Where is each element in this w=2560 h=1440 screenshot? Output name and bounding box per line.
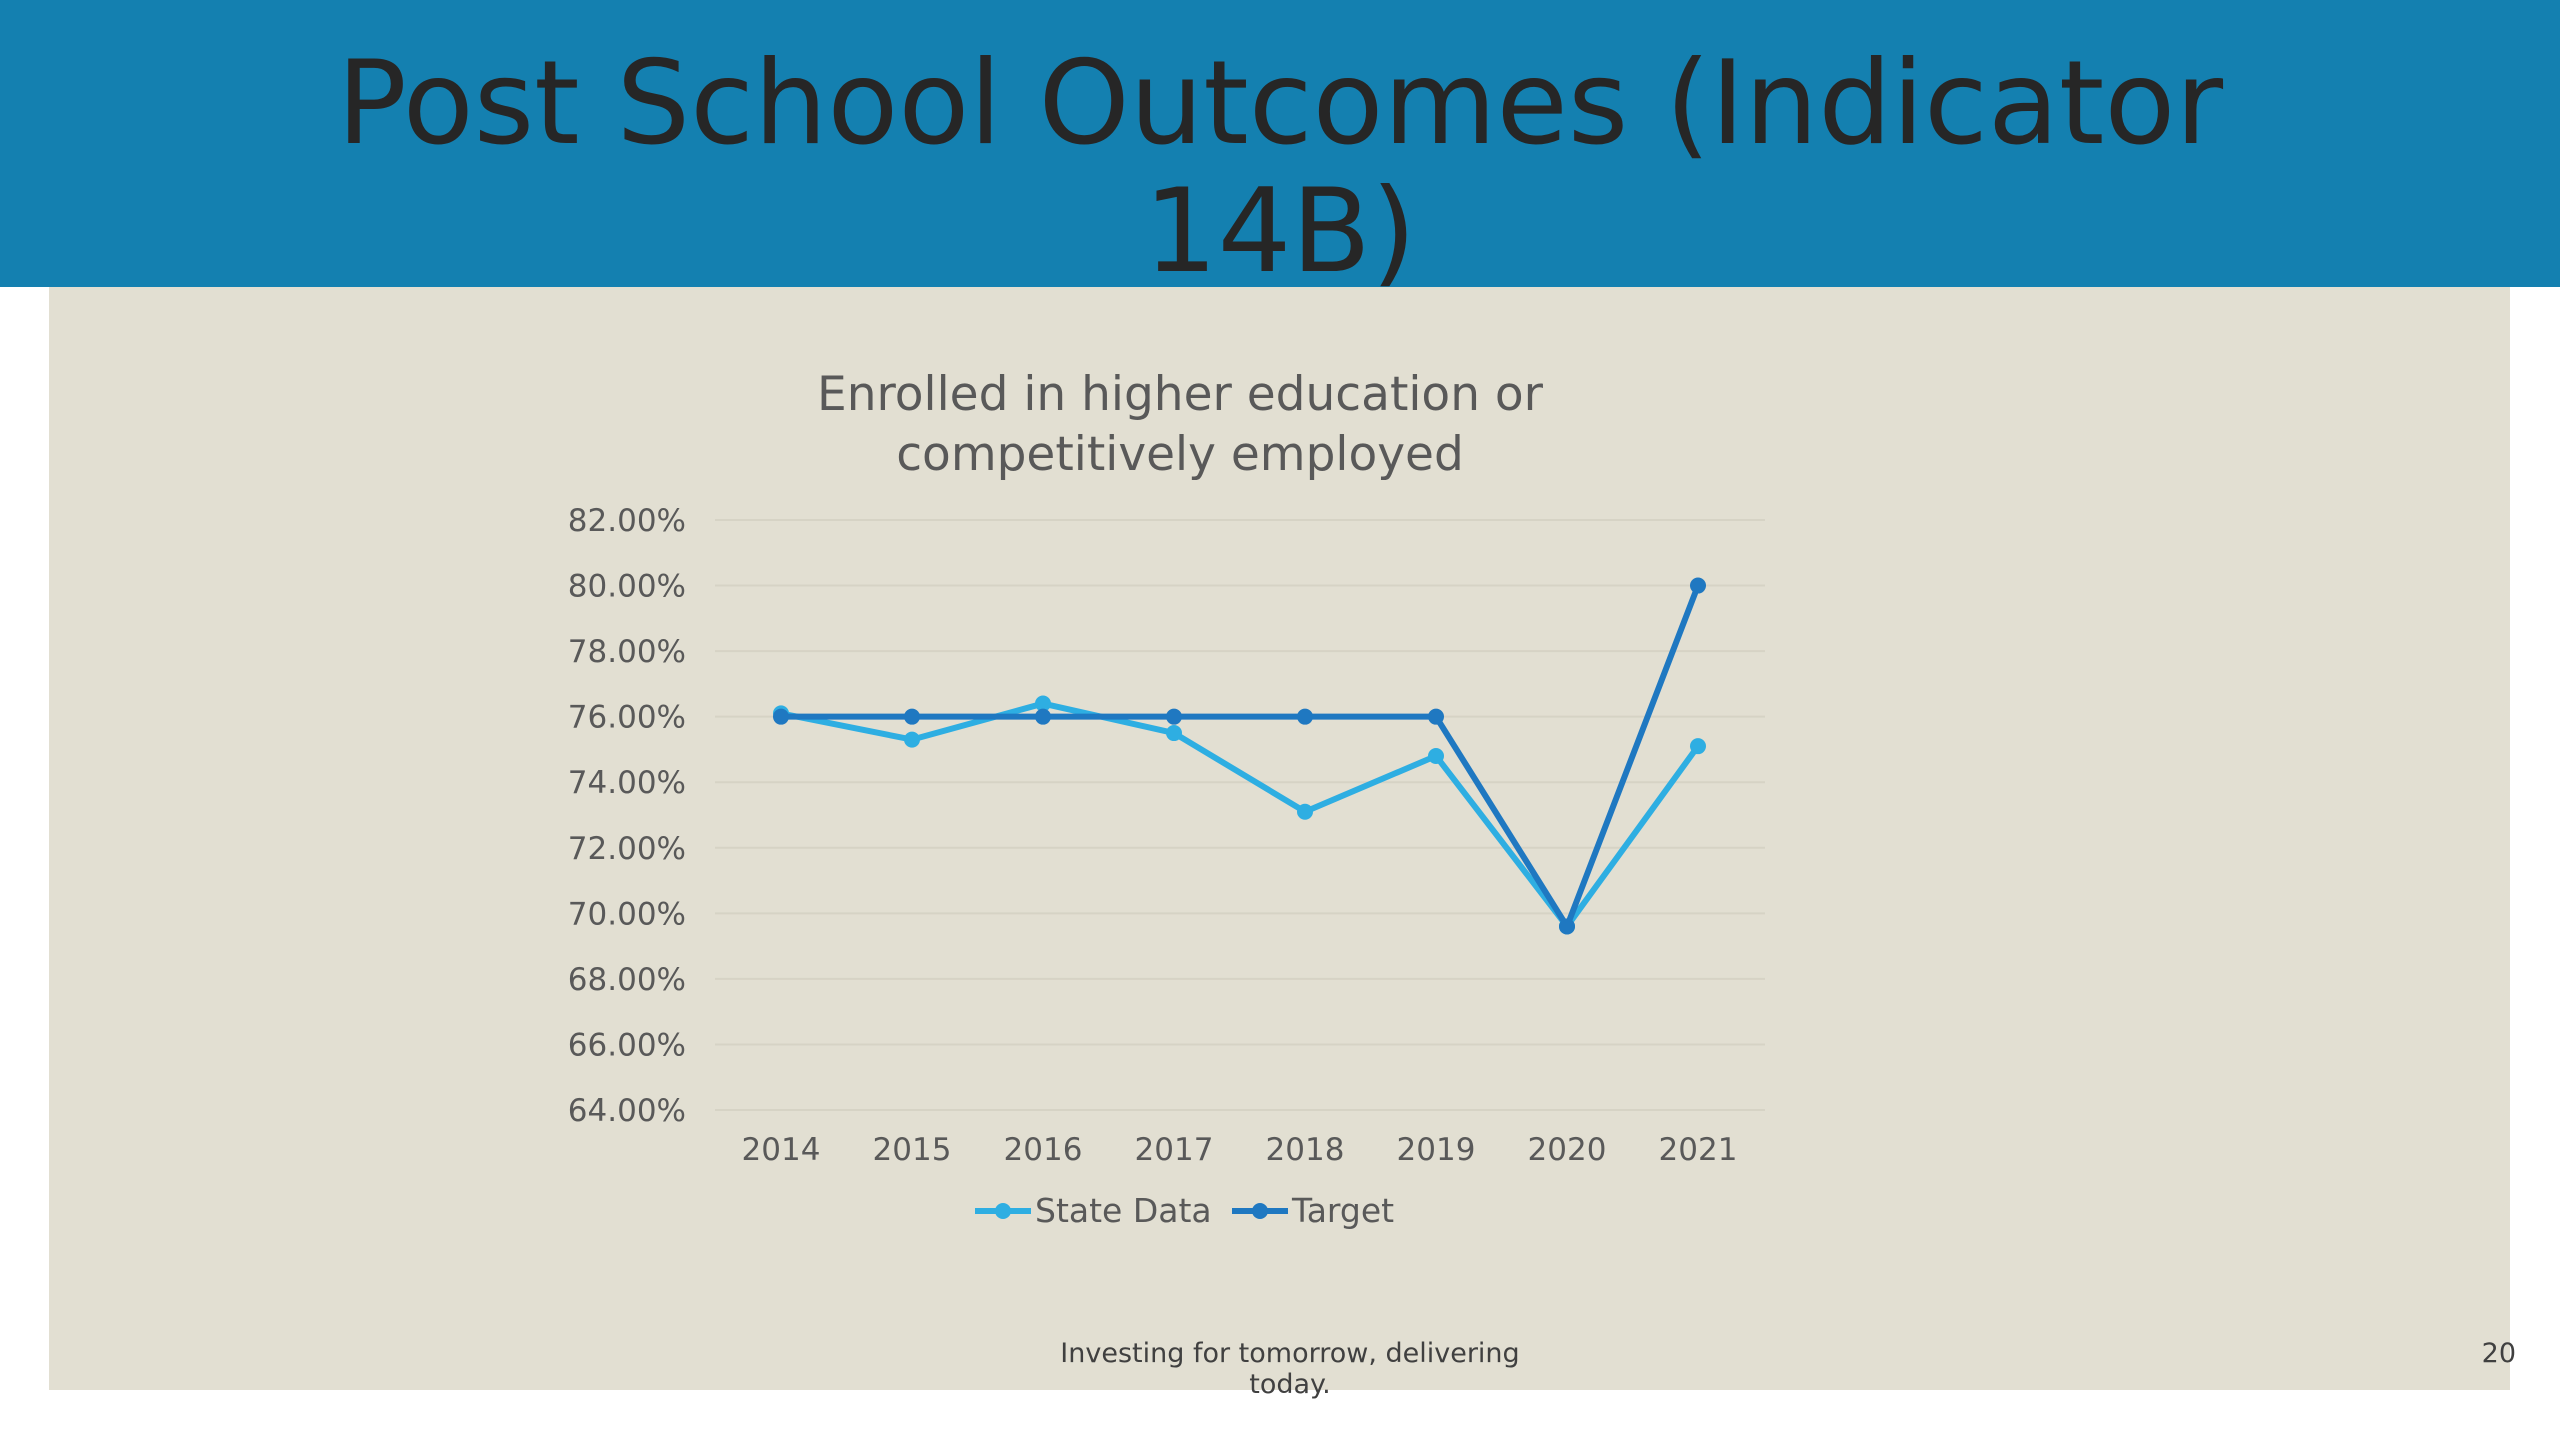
series-line-target bbox=[781, 584, 1701, 930]
y-tick-label: 80.00% bbox=[568, 569, 686, 605]
x-tick-label: 2016 bbox=[1004, 1132, 1083, 1168]
y-axis-ticks: 64.00% 66.00% 68.00% 70.00% 72.00% 74.00% 76.0… bbox=[568, 503, 686, 1129]
legend-label: State Data bbox=[1035, 1191, 1212, 1230]
title-band bbox=[0, 0, 2560, 287]
x-tick-label: 2021 bbox=[1659, 1132, 1738, 1168]
y-tick-label: 76.00% bbox=[568, 700, 686, 736]
legend-label: Target bbox=[1291, 1191, 1394, 1230]
chart-title-line-2: competitively employed bbox=[896, 427, 1464, 482]
series-target bbox=[773, 577, 1706, 935]
slide-title-line-2: 14B) bbox=[1143, 164, 1417, 299]
data-point-target bbox=[1297, 708, 1313, 725]
series-line-state-data bbox=[780, 700, 1701, 930]
legend-swatch-marker bbox=[995, 1203, 1011, 1219]
data-point-target bbox=[1428, 708, 1444, 725]
series-state-data bbox=[773, 695, 1706, 935]
x-tick-label: 2018 bbox=[1266, 1132, 1345, 1168]
y-tick-label: 82.00% bbox=[568, 503, 686, 539]
legend: State Data Target bbox=[975, 1191, 1394, 1230]
y-tick-label: 70.00% bbox=[568, 896, 686, 932]
x-tick-label: 2019 bbox=[1397, 1132, 1476, 1168]
content-panel bbox=[49, 285, 2510, 1390]
data-point-target bbox=[773, 708, 789, 725]
legend-item-state-data: State Data bbox=[975, 1191, 1212, 1230]
data-point-target bbox=[904, 708, 920, 725]
y-tick-label: 64.00% bbox=[568, 1093, 686, 1129]
x-tick-label: 2014 bbox=[742, 1132, 821, 1168]
data-point-state-data bbox=[1035, 695, 1051, 712]
data-point-target bbox=[1559, 918, 1575, 935]
y-tick-label: 66.00% bbox=[568, 1027, 686, 1063]
slide-title: Post School Outcomes (Indicator 14B) bbox=[0, 40, 2560, 296]
series-group bbox=[773, 577, 1706, 935]
data-point-state-data bbox=[1428, 748, 1444, 764]
data-point-state-data bbox=[1297, 803, 1313, 820]
data-point-state-data bbox=[1166, 725, 1182, 742]
data-point-target bbox=[1166, 708, 1182, 725]
data-point-target bbox=[1035, 708, 1051, 725]
y-tick-label: 78.00% bbox=[568, 634, 686, 670]
x-tick-label: 2015 bbox=[873, 1132, 952, 1168]
y-tick-label: 68.00% bbox=[568, 962, 686, 998]
x-tick-label: 2017 bbox=[1135, 1132, 1214, 1168]
data-point-target bbox=[1690, 577, 1706, 594]
y-tick-label: 72.00% bbox=[568, 831, 686, 867]
x-axis-ticks: 2014 2015 2016 2017 2018 2019 2020 2021 bbox=[742, 1132, 1738, 1168]
legend-item-target: Target bbox=[1232, 1191, 1394, 1230]
legend-swatch-marker bbox=[1252, 1203, 1268, 1219]
data-point-state-data bbox=[1690, 738, 1706, 755]
slide-title-line-1: Post School Outcomes (Indicator bbox=[336, 36, 2224, 171]
chart-title-line-1: Enrolled in higher education or bbox=[817, 367, 1544, 422]
footer-tagline: Investing for tomorrow, delivering today… bbox=[1060, 1338, 1520, 1400]
page-number: 20 bbox=[2481, 1338, 2516, 1369]
x-tick-label: 2020 bbox=[1528, 1132, 1607, 1168]
data-point-state-data bbox=[904, 731, 920, 748]
y-tick-label: 74.00% bbox=[568, 765, 686, 801]
